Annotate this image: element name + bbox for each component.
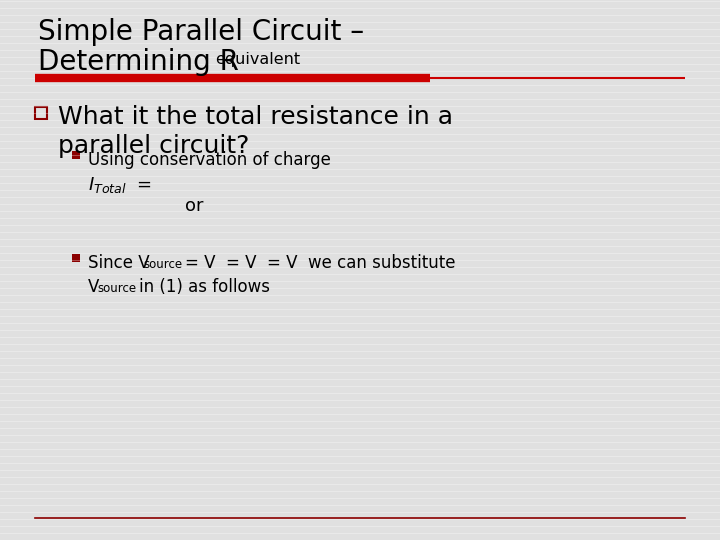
Text: equivalent: equivalent bbox=[215, 52, 300, 67]
Text: Using conservation of charge: Using conservation of charge bbox=[88, 151, 331, 169]
Text: $\mathit{I}_{\mathit{Total}}$  =: $\mathit{I}_{\mathit{Total}}$ = bbox=[88, 175, 152, 195]
Text: in (1) as follows: in (1) as follows bbox=[139, 278, 270, 296]
Bar bbox=[72, 151, 80, 159]
Text: V: V bbox=[88, 278, 99, 296]
Bar bbox=[72, 254, 80, 262]
Bar bbox=[35, 107, 47, 119]
Text: parallel circuit?: parallel circuit? bbox=[58, 134, 249, 158]
Text: Determining R: Determining R bbox=[38, 48, 239, 76]
Text: Simple Parallel Circuit –: Simple Parallel Circuit – bbox=[38, 18, 364, 46]
Text: source: source bbox=[143, 258, 182, 271]
Text: source: source bbox=[97, 282, 136, 295]
Text: What it the total resistance in a: What it the total resistance in a bbox=[58, 105, 453, 129]
Text: or: or bbox=[185, 197, 204, 215]
Text: Since V: Since V bbox=[88, 254, 150, 272]
Text: = V  = V  = V  we can substitute: = V = V = V we can substitute bbox=[185, 254, 456, 272]
